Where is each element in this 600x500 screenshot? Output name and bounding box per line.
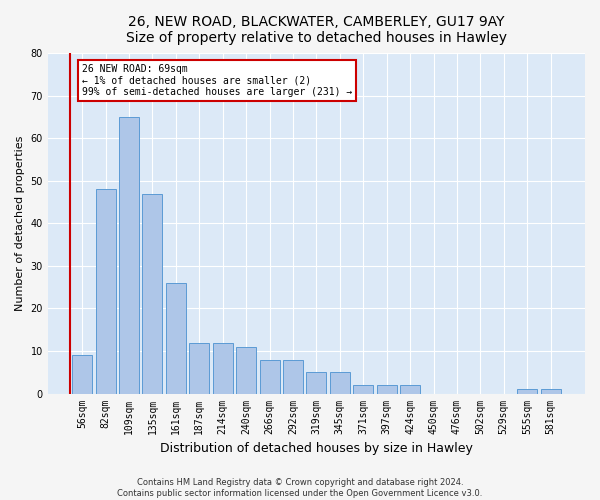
Bar bbox=[307, 372, 326, 394]
Bar bbox=[400, 385, 420, 394]
Bar bbox=[142, 194, 163, 394]
Text: 26 NEW ROAD: 69sqm
← 1% of detached houses are smaller (2)
99% of semi-detached : 26 NEW ROAD: 69sqm ← 1% of detached hous… bbox=[82, 64, 352, 97]
Bar bbox=[236, 347, 256, 394]
Bar bbox=[213, 342, 233, 394]
Bar bbox=[95, 190, 116, 394]
Bar bbox=[260, 360, 280, 394]
Bar bbox=[283, 360, 303, 394]
Bar bbox=[353, 385, 373, 394]
Bar bbox=[119, 117, 139, 394]
Bar bbox=[72, 356, 92, 394]
Bar bbox=[190, 342, 209, 394]
Bar bbox=[166, 283, 186, 394]
Y-axis label: Number of detached properties: Number of detached properties bbox=[15, 136, 25, 311]
Bar bbox=[541, 390, 560, 394]
X-axis label: Distribution of detached houses by size in Hawley: Distribution of detached houses by size … bbox=[160, 442, 473, 455]
Bar bbox=[377, 385, 397, 394]
Bar bbox=[330, 372, 350, 394]
Bar bbox=[517, 390, 537, 394]
Title: 26, NEW ROAD, BLACKWATER, CAMBERLEY, GU17 9AY
Size of property relative to detac: 26, NEW ROAD, BLACKWATER, CAMBERLEY, GU1… bbox=[126, 15, 507, 45]
Text: Contains HM Land Registry data © Crown copyright and database right 2024.
Contai: Contains HM Land Registry data © Crown c… bbox=[118, 478, 482, 498]
